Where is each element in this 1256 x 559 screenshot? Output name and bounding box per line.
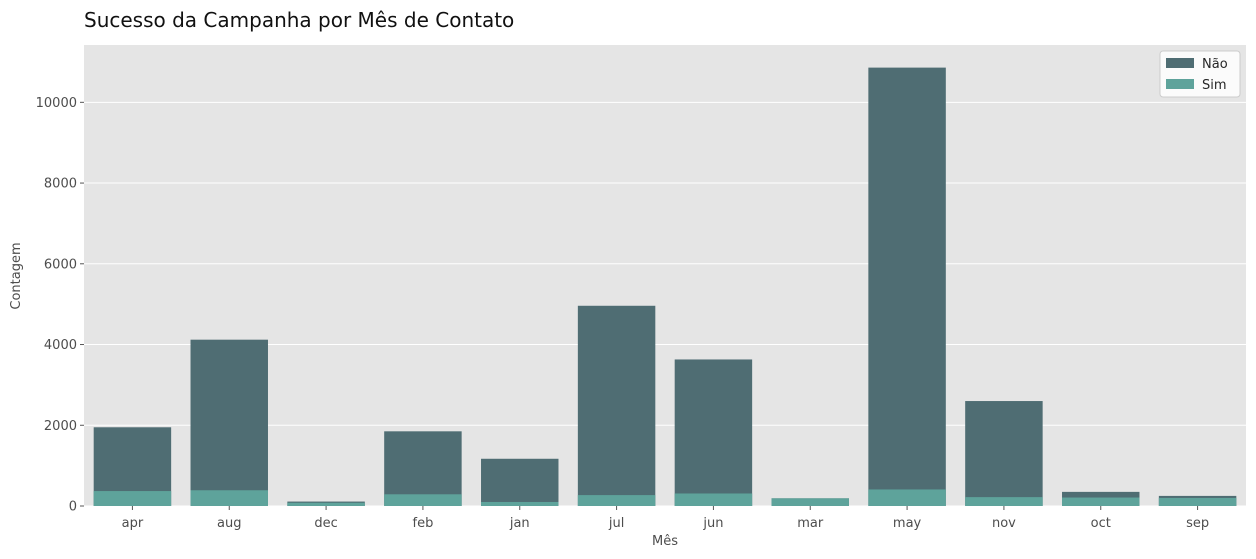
x-tick-label: mar (797, 516, 824, 531)
bar-jan-Sim (481, 502, 558, 506)
bar-jan-Não (481, 459, 558, 506)
bar-may-Sim (868, 489, 945, 506)
x-axis-label: Mês (652, 534, 678, 549)
y-tick-label: 10000 (36, 96, 77, 111)
bar-nov-Não (965, 401, 1042, 506)
y-tick-label: 2000 (44, 419, 77, 434)
bar-oct-Sim (1062, 498, 1139, 506)
bar-feb-Sim (384, 494, 461, 506)
y-tick-label: 4000 (44, 338, 77, 353)
y-axis-label: Contagem (9, 242, 24, 309)
legend-swatch (1166, 79, 1194, 89)
bar-mar-Sim (772, 498, 849, 506)
x-tick-label: aug (217, 516, 241, 531)
x-tick-label: sep (1186, 516, 1209, 531)
x-tick-label: feb (413, 516, 434, 531)
bar-sep-Sim (1159, 498, 1236, 506)
legend-label: Sim (1202, 78, 1227, 93)
bar-may-Não (868, 68, 945, 506)
x-tick-label: jul (608, 516, 624, 531)
x-tick-label: jun (702, 516, 723, 531)
bar-dec-Sim (287, 503, 364, 506)
bar-jul-Sim (578, 495, 655, 506)
bar-aug-Não (191, 340, 268, 506)
y-tick-label: 6000 (44, 257, 77, 272)
legend-swatch (1166, 58, 1194, 68)
y-tick-label: 8000 (44, 177, 77, 192)
x-tick-label: apr (122, 516, 144, 531)
bar-apr-Sim (94, 491, 171, 506)
x-tick-label: may (893, 516, 922, 531)
bar-jun-Não (675, 359, 752, 506)
bar-jul-Não (578, 306, 655, 506)
bar-jun-Sim (675, 493, 752, 506)
bar-nov-Sim (965, 497, 1042, 506)
x-tick-label: dec (314, 516, 337, 531)
x-tick-label: jan (509, 516, 530, 531)
x-tick-label: nov (992, 516, 1016, 531)
x-tick-label: oct (1091, 516, 1111, 531)
legend-box (1160, 51, 1240, 97)
y-tick-labels: 0 2000 4000 6000 8000 10000 (36, 96, 84, 515)
bar-aug-Sim (191, 490, 268, 506)
y-tick-label: 0 (69, 500, 77, 515)
legend-label: Não (1202, 57, 1228, 72)
legend: Não Sim (1160, 51, 1240, 97)
x-tick-labels: apr aug dec feb jan jul jun mar may nov oct sep (122, 506, 1209, 531)
